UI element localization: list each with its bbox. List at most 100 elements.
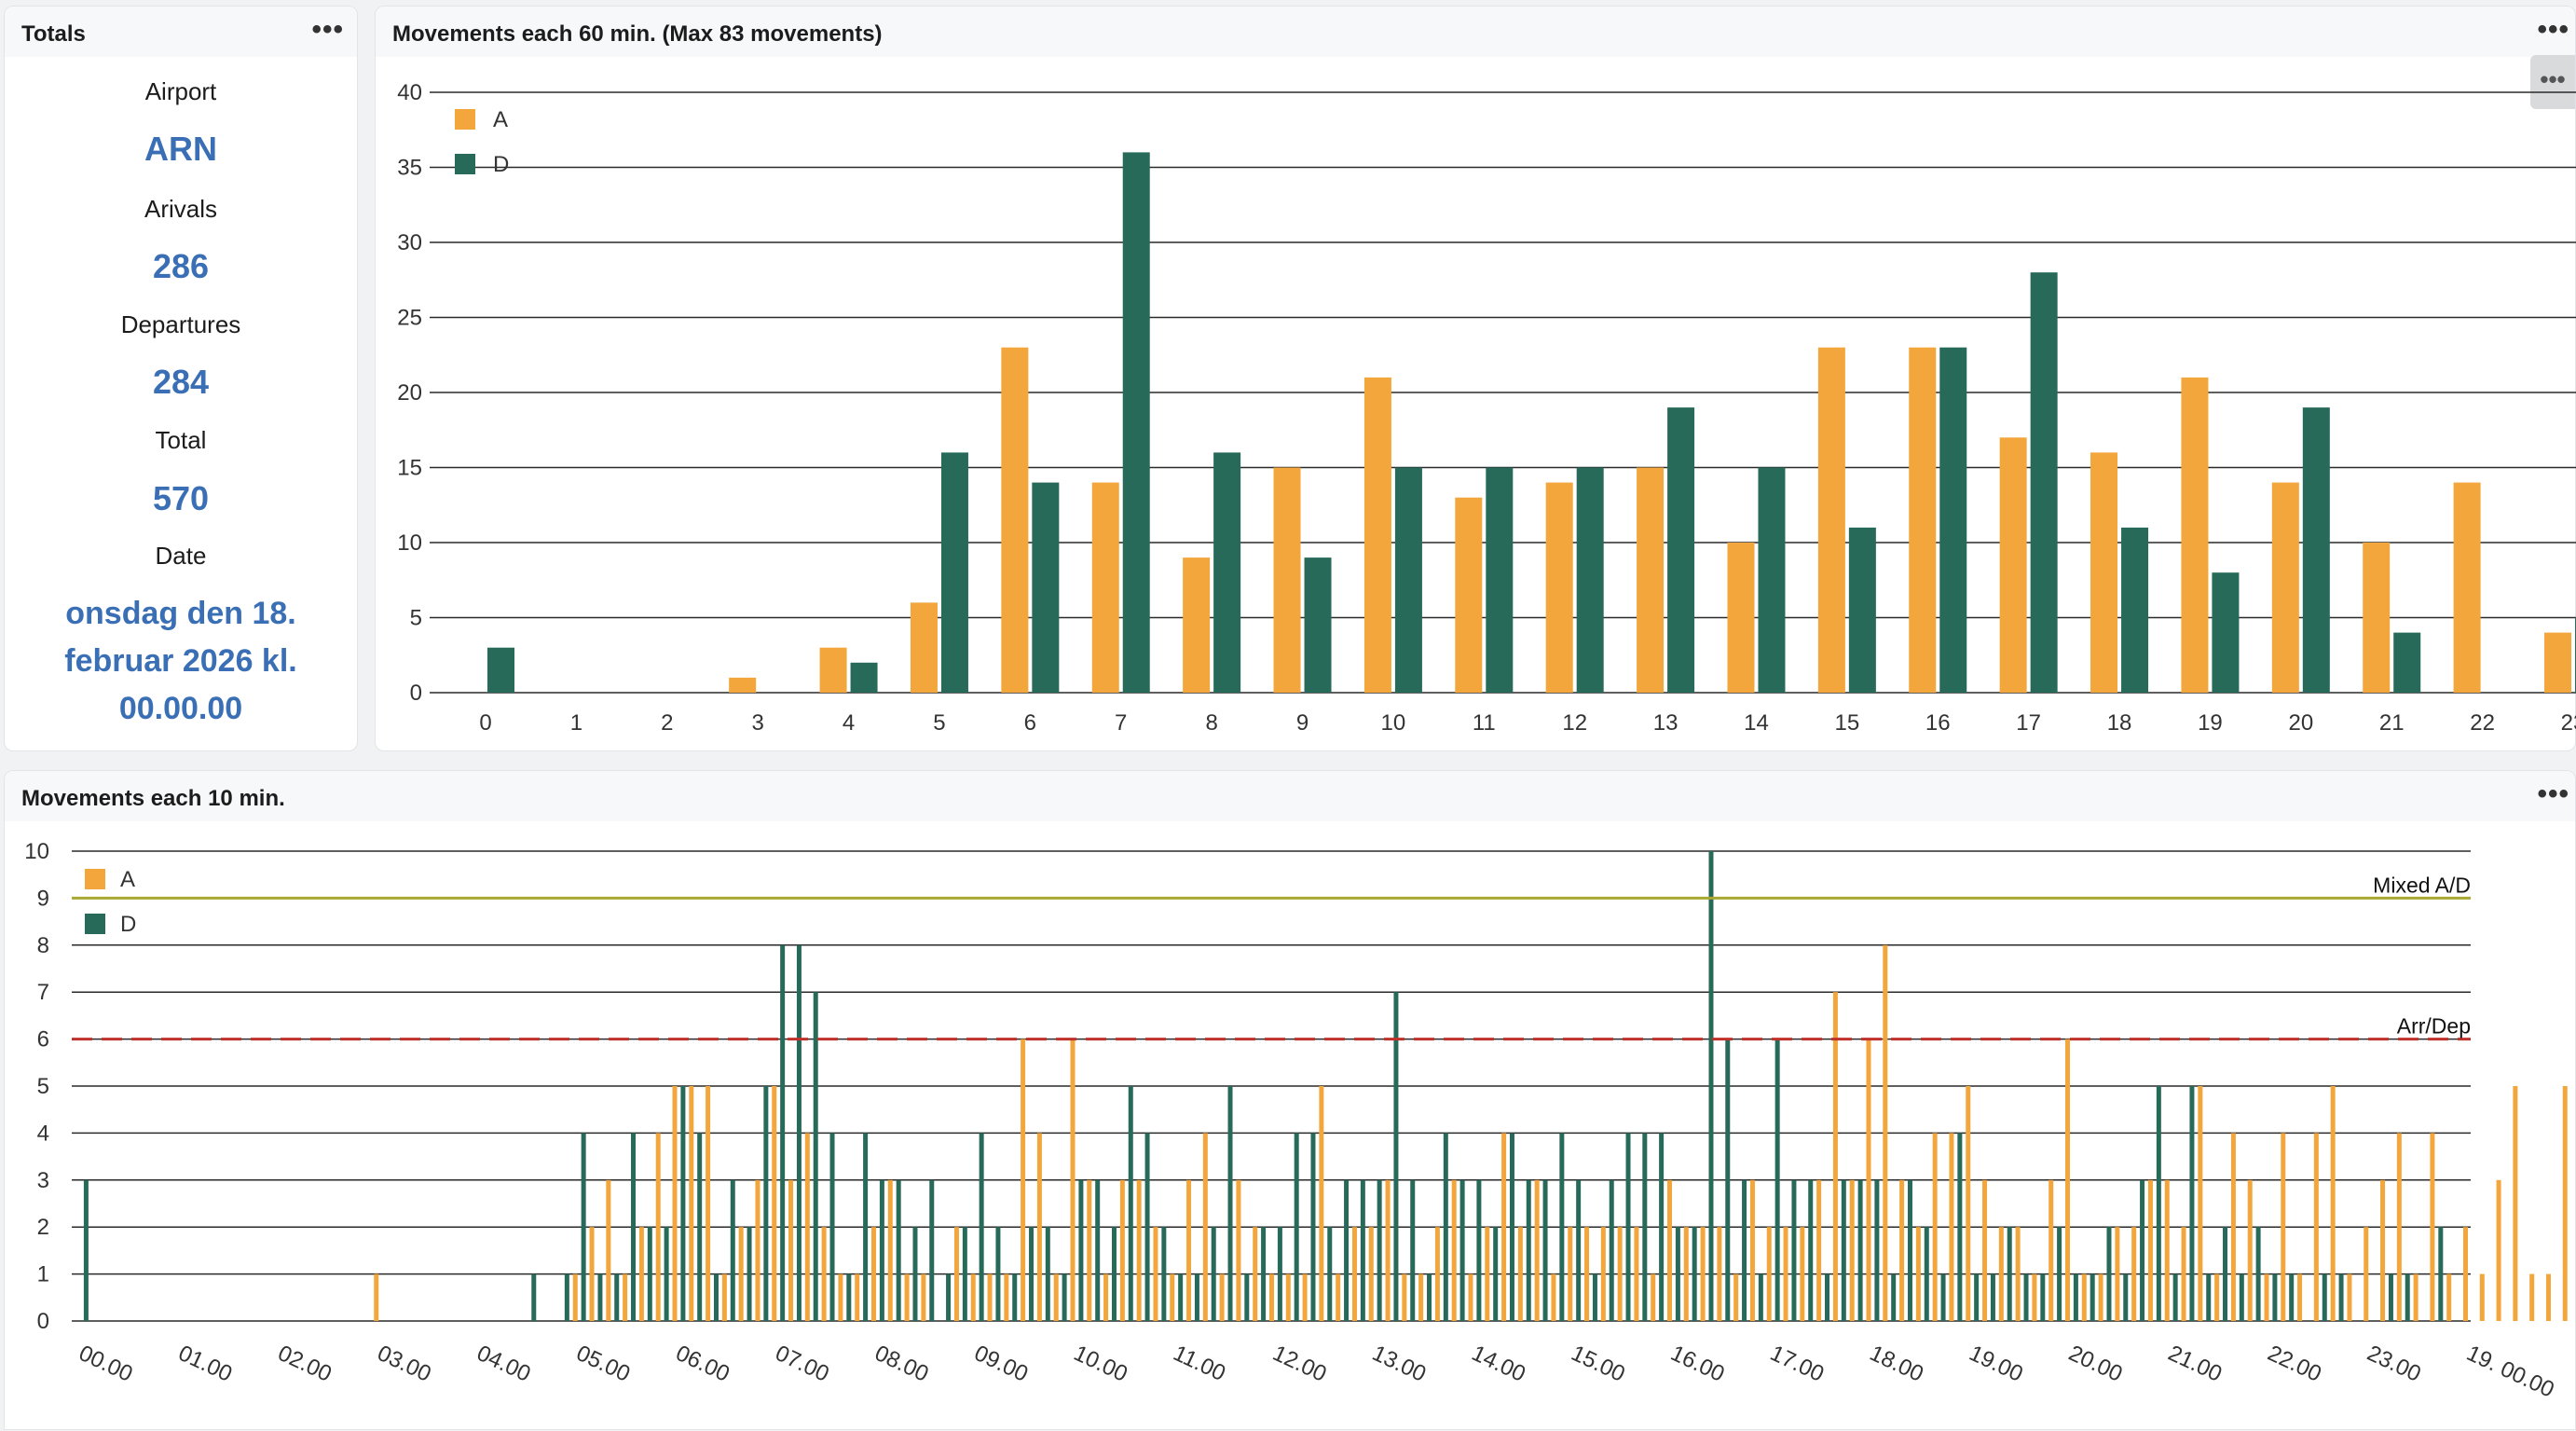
chart-options-button[interactable]: •••	[2530, 55, 2575, 109]
total-value: 570	[152, 479, 210, 517]
bar-a	[1727, 543, 1755, 693]
bar-a	[1418, 1273, 1424, 1321]
bar-a	[706, 1086, 711, 1321]
x-tick-label: 8	[1205, 710, 1217, 736]
bar-d	[1410, 1179, 1416, 1321]
bar-a	[1766, 1227, 1772, 1321]
bar-a	[2513, 1086, 2518, 1321]
y-tick-label: 10	[397, 530, 422, 556]
y-tick-label: 9	[37, 886, 49, 911]
bar-d	[747, 1227, 752, 1321]
bar-d	[730, 1179, 735, 1321]
bar-d	[879, 1179, 884, 1321]
date-label: Date	[155, 542, 207, 570]
airport-label: Airport	[144, 77, 217, 105]
y-tick-label: 0	[410, 681, 422, 706]
y-tick-label: 8	[37, 933, 49, 958]
bar-a	[1021, 1039, 1026, 1321]
more-horizontal-icon[interactable]: •••	[311, 14, 344, 45]
bar-a	[2463, 1227, 2468, 1321]
bar-a	[2529, 1273, 2535, 1321]
bar-d	[940, 452, 968, 693]
bar-a	[1183, 557, 1211, 693]
bar-a	[689, 1086, 694, 1321]
x-tick-label: 13.00	[1368, 1341, 1430, 1387]
x-tick-label: 03.00	[374, 1341, 435, 1387]
bar-d	[763, 1086, 769, 1321]
bar-d	[2123, 1273, 2129, 1321]
bar-a	[1584, 1227, 1590, 1321]
bar-a	[1517, 1227, 1523, 1321]
bar-d	[1774, 1039, 1780, 1321]
bar-d	[581, 1133, 586, 1321]
bar-d	[487, 647, 514, 693]
bar-a	[2396, 1133, 2402, 1321]
y-tick-label: 6	[37, 1027, 49, 1053]
legend-swatch	[85, 914, 105, 934]
bar-a	[804, 1133, 810, 1321]
bar-d	[1032, 482, 1060, 693]
x-tick-label: 4	[843, 710, 855, 736]
bar-a	[2544, 632, 2571, 693]
bar-d	[2206, 1273, 2212, 1321]
arrivals-value: 286	[152, 247, 210, 285]
bar-d	[813, 992, 818, 1321]
y-tick-label: 10	[24, 839, 49, 864]
bar-a	[953, 1227, 959, 1321]
bar-d	[1592, 1273, 1597, 1321]
bar-d	[1029, 1227, 1035, 1321]
x-tick-label: 00.00	[75, 1341, 136, 1387]
more-horizontal-icon[interactable]: •••	[2537, 778, 2569, 809]
x-tick-label: 17.00	[1766, 1341, 1828, 1387]
y-tick-label: 7	[37, 980, 49, 1005]
bar-d	[912, 1227, 918, 1321]
bar-a	[1866, 1039, 1871, 1321]
x-tick-label: 7	[1115, 710, 1127, 736]
bar-a	[1883, 944, 1888, 1321]
bar-d	[1758, 467, 1786, 693]
bar-a	[755, 1179, 760, 1321]
bar-d	[1874, 1179, 1880, 1321]
bar-a	[1915, 1227, 1921, 1321]
bar-a	[2347, 1273, 2352, 1321]
x-tick-label: 17	[2016, 710, 2041, 736]
bar-d	[1144, 1133, 1150, 1321]
x-tick-label: 12.00	[1268, 1341, 1330, 1387]
x-tick-label: 13	[1653, 710, 1679, 736]
bar-d	[1542, 1179, 1548, 1321]
x-tick-label: 0	[479, 710, 491, 736]
bar-d	[2140, 1179, 2145, 1321]
airport-value: ARN	[144, 130, 217, 168]
bar-a	[855, 1273, 860, 1321]
bar-a	[1800, 1227, 1805, 1321]
x-tick-label: 02.00	[274, 1341, 336, 1387]
x-tick-label: 18.00	[1866, 1341, 1927, 1387]
x-tick-label: 05.00	[572, 1341, 634, 1387]
bar-d	[1310, 1133, 1316, 1321]
more-horizontal-icon[interactable]: •••	[2537, 14, 2569, 45]
bar-a	[2147, 1179, 2153, 1321]
bar-d	[597, 1273, 603, 1321]
bar-a	[1451, 1179, 1457, 1321]
bar-d	[713, 1273, 719, 1321]
bar-a	[887, 1179, 893, 1321]
bar-a	[1617, 1227, 1623, 1321]
legend-label: A	[120, 867, 135, 892]
bar-a	[2198, 1086, 2203, 1321]
bar-a	[1036, 1133, 1042, 1321]
bar-d	[1957, 1133, 1963, 1321]
bar-d	[2338, 1273, 2344, 1321]
bar-a	[1485, 1227, 1490, 1321]
bar-d	[2272, 1273, 2278, 1321]
bar-a	[1534, 1179, 1540, 1321]
bar-a	[1849, 1179, 1855, 1321]
bar-a	[1087, 1179, 1092, 1321]
bar-d	[664, 1227, 669, 1321]
bar-a	[1273, 467, 1301, 693]
bar-a	[2090, 452, 2118, 693]
bar-a	[2115, 1227, 2120, 1321]
legend-swatch	[85, 869, 105, 889]
mixed-ad-label: Mixed A/D	[2373, 873, 2471, 897]
y-tick-label: 25	[397, 306, 422, 331]
bar-d	[1924, 1227, 1929, 1321]
